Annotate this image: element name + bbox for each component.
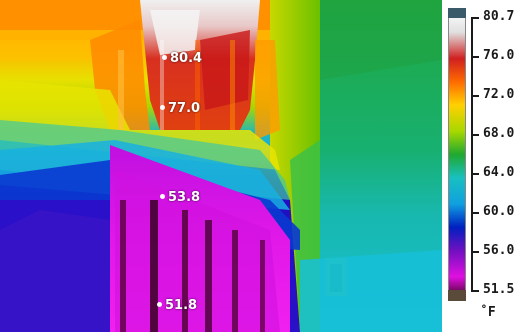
scale-tick — [473, 290, 479, 292]
scale-label: 56.0 — [483, 243, 515, 258]
scale-tick — [473, 134, 479, 136]
spot-value: 77.0 — [168, 101, 201, 116]
scale-tick — [473, 56, 479, 58]
scale-bracket — [471, 17, 481, 292]
scale-label: 68.0 — [483, 126, 515, 141]
scale-label: 72.0 — [483, 87, 515, 102]
spot-dot — [162, 55, 167, 60]
scale-tick — [473, 17, 479, 19]
scale-label: 76.0 — [483, 48, 515, 63]
spot-reading-2: 77.0 — [160, 100, 200, 118]
temperature-color-scale — [448, 8, 466, 301]
scale-tick — [473, 95, 479, 97]
scale-label: 64.0 — [483, 165, 515, 180]
spot-value: 80.4 — [170, 51, 203, 66]
scale-overrange-cap — [448, 8, 466, 18]
spot-dot — [160, 194, 165, 199]
scale-underrange-cap — [448, 290, 466, 301]
scale-tick — [473, 251, 479, 253]
spot-reading-4: 51.8 — [157, 297, 197, 315]
spot-reading-3: 53.8 — [160, 189, 200, 207]
scale-tick — [473, 173, 479, 175]
scale-label: 60.0 — [483, 204, 515, 219]
spot-dot — [157, 302, 162, 307]
thermal-image: 80.4 77.0 53.8 51.8 — [0, 0, 442, 332]
spot-value: 53.8 — [168, 190, 201, 205]
scale-label-min: 51.5 — [483, 282, 515, 297]
spot-dot — [160, 105, 165, 110]
scale-label-max: 80.7 — [483, 9, 515, 24]
spot-value: 51.8 — [165, 298, 198, 313]
spot-reading-1: 80.4 — [162, 50, 202, 68]
scale-tick — [473, 212, 479, 214]
unit-label: ˚F — [480, 305, 496, 320]
